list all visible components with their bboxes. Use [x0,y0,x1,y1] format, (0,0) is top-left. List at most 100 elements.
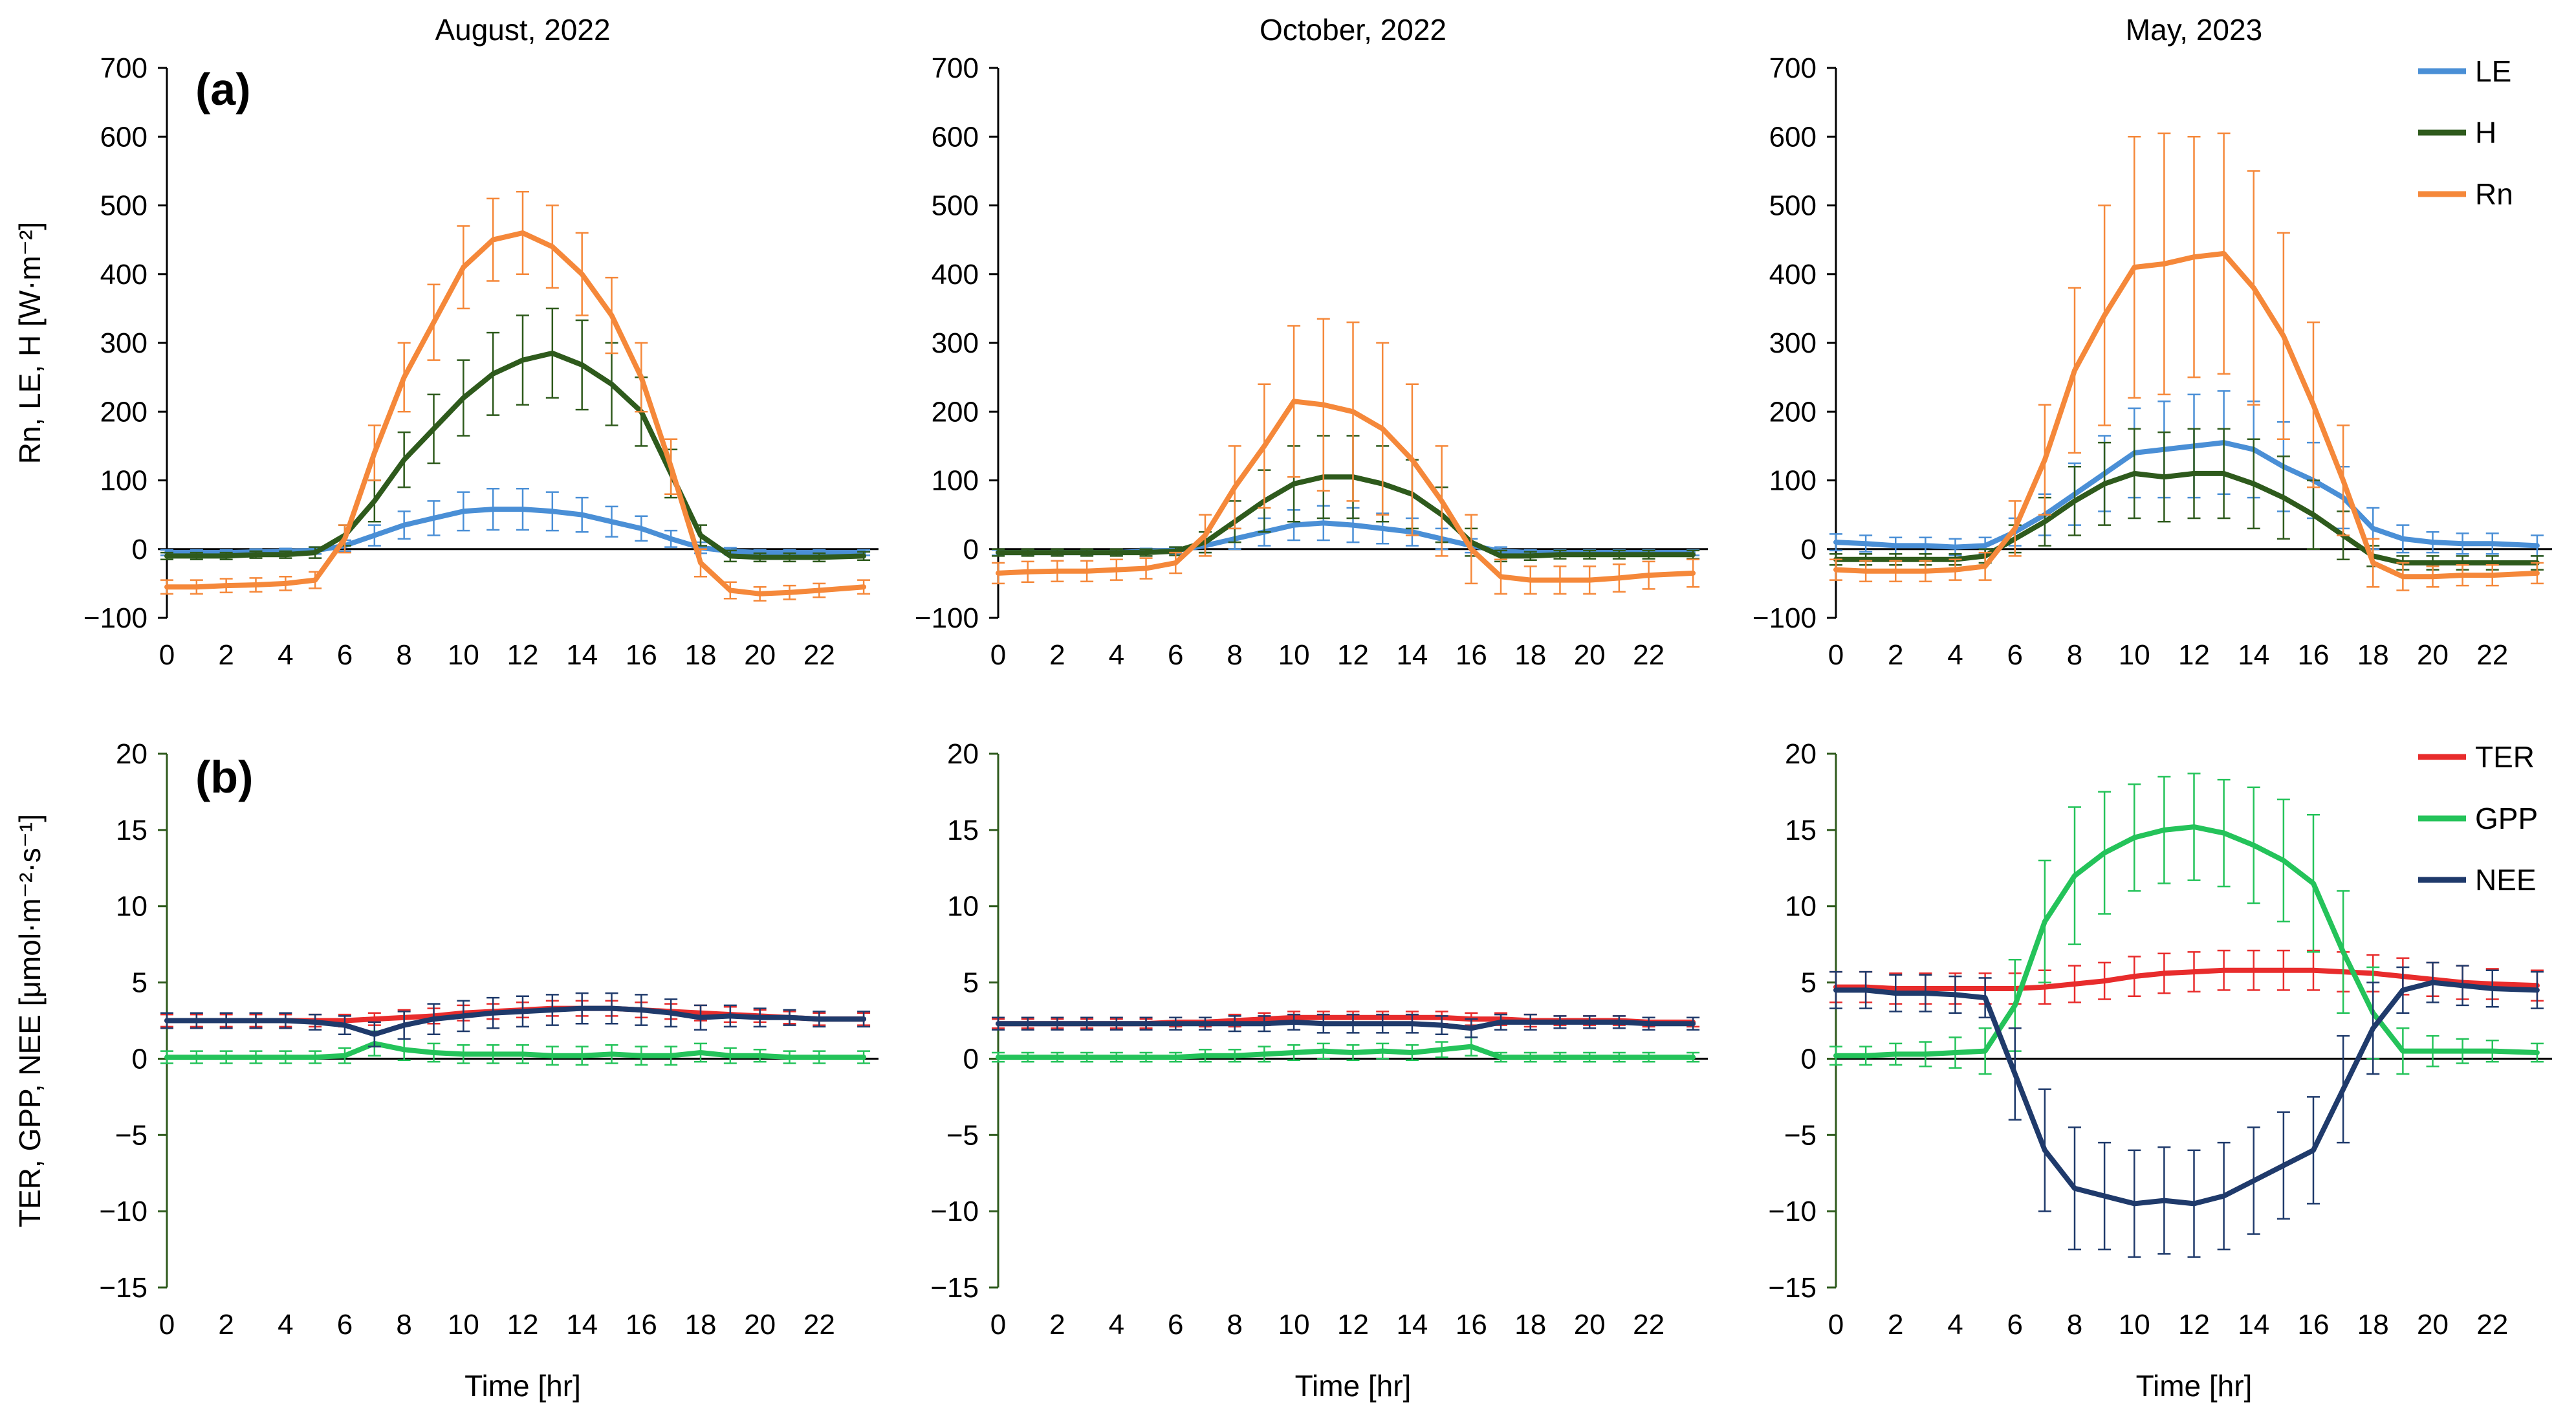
y-tick-label: 100 [1769,465,1817,497]
y-tick-label: 300 [1769,327,1817,359]
y-tick-label: 400 [100,259,147,290]
y-tick-label: 0 [132,1043,147,1075]
series-line-H [164,350,867,560]
x-tick-label: 14 [566,639,598,671]
chart-b-1: −15 −10 −5 0 5 10 15 20 0 2 4 6 8 10 12 14 16 18 20 22 Time … [930,738,1708,1403]
x-tick-label: 2 [1888,639,1903,671]
y-tick-label: 20 [1785,738,1817,770]
x-axis-label: Time [hr] [464,1369,581,1403]
x-tick-label: 22 [1633,639,1665,671]
x-tick-label: 0 [159,1309,175,1341]
series-line-GPP [164,1040,867,1060]
x-tick-label: 10 [2119,1309,2150,1341]
series-H [992,435,1700,563]
y-tick-label: 100 [100,465,147,497]
x-tick-label: 8 [2067,639,2082,671]
x-tick-label: 4 [1109,1309,1124,1341]
series-GPP [992,1036,1700,1063]
x-tick-label: 10 [448,1309,479,1341]
x-tick-label: 20 [1574,639,1606,671]
legend-b: TER GPP NEE [2418,740,2538,897]
x-tick-label: 10 [448,639,479,671]
x-tick-label: 4 [1947,639,1963,671]
legend-label-TER: TER [2475,740,2535,774]
chart-b-0: −15 −10 −5 0 5 10 15 20 0 2 4 6 8 10 12 14 16 18 20 22 Time … [13,738,879,1403]
series-line-LE [996,520,1696,556]
series-line-TER [1833,967,2540,991]
y-tick-label: 20 [947,738,979,770]
y-tick-label: 0 [1801,534,1817,565]
legend-a: LE H Rn [2418,54,2513,211]
x-tick-label: 18 [2357,639,2389,671]
chart-a-1: −100 0 100 200 300 400 500 600 700 0 2 4 6 8 10 12 14 16 1… [915,13,1708,671]
x-tick-label: 12 [2178,1309,2210,1341]
row-a: (a) [195,64,251,115]
y-tick-label: 100 [932,465,979,497]
x-tick-label: 16 [2298,639,2330,671]
y-tick-label: 15 [947,815,979,846]
series-GPP [160,1030,871,1066]
x-tick-label: 20 [744,639,776,671]
y-tick-label: 600 [932,121,979,153]
y-tick-label: 400 [932,259,979,290]
x-tick-label: 16 [626,1309,657,1341]
legend-label-Rn: Rn [2475,177,2513,211]
y-tick-label: −5 [1784,1119,1817,1151]
y-tick-label: −15 [99,1272,147,1304]
y-tick-label: 200 [100,396,147,428]
y-tick-label: −100 [83,602,147,634]
x-tick-label: 8 [396,639,411,671]
x-tick-label: 18 [685,639,717,671]
series-LE [992,505,1700,556]
x-tick-label: 20 [2417,639,2449,671]
series-line-GPP [996,1044,1696,1060]
x-tick-label: 14 [2238,1309,2269,1341]
y-tick-label: −5 [115,1119,147,1151]
x-tick-label: 20 [1574,1309,1606,1341]
y-tick-label: 10 [947,891,979,923]
y-tick-label: 0 [963,534,979,565]
y-tick-label: 500 [100,190,147,222]
x-tick-label: 12 [2178,639,2210,671]
x-tick-label: 10 [2119,639,2150,671]
y-tick-label: 300 [932,327,979,359]
y-tick-label: 700 [1769,52,1817,84]
y-tick-label: 15 [1785,815,1817,846]
y-tick-label: 15 [116,815,147,846]
y-tick-label: −15 [930,1272,979,1304]
x-tick-label: 22 [803,1309,835,1341]
chart-title: October, 2022 [1260,13,1446,47]
series-Rn [1829,132,2544,591]
y-tick-label: −15 [1768,1272,1817,1304]
x-tick-label: 4 [278,1309,293,1341]
x-tick-label: 10 [1278,1309,1310,1341]
y-axis-label: Rn, LE, H [W·m⁻²] [13,222,47,464]
x-tick-label: 0 [1828,1309,1844,1341]
chart-a-0: −100 0 100 200 300 400 500 600 700 0 2 4 6 8 10 12 14 16 1… [13,13,879,671]
legend-label-H: H [2475,116,2496,149]
x-axis-label: Time [hr] [2136,1369,2253,1403]
y-tick-label: 700 [932,52,979,84]
y-tick-label: 500 [932,190,979,222]
y-tick-label: −5 [946,1119,979,1151]
series-line-Rn [164,230,867,597]
y-tick-label: 600 [100,121,147,153]
chart-title: May, 2023 [2126,13,2262,47]
x-tick-label: 6 [1168,1309,1183,1341]
x-tick-label: 4 [1947,1309,1963,1341]
y-axis-label: TER, GPP, NEE [μmol·m⁻²·s⁻¹] [13,814,47,1227]
legend-label-NEE: NEE [2475,863,2537,897]
x-tick-label: 16 [1456,1309,1487,1341]
y-tick-label: 5 [963,967,979,999]
x-tick-label: 18 [1514,639,1546,671]
x-tick-label: 18 [685,1309,717,1341]
x-tick-label: 6 [337,639,353,671]
x-tick-label: 22 [1633,1309,1665,1341]
x-tick-label: 4 [1109,639,1124,671]
x-tick-label: 14 [1396,1309,1428,1341]
x-tick-label: 12 [1337,639,1369,671]
y-tick-label: −10 [1768,1196,1817,1227]
series-line-GPP [1833,824,2540,1058]
x-tick-label: 2 [1888,1309,1903,1341]
